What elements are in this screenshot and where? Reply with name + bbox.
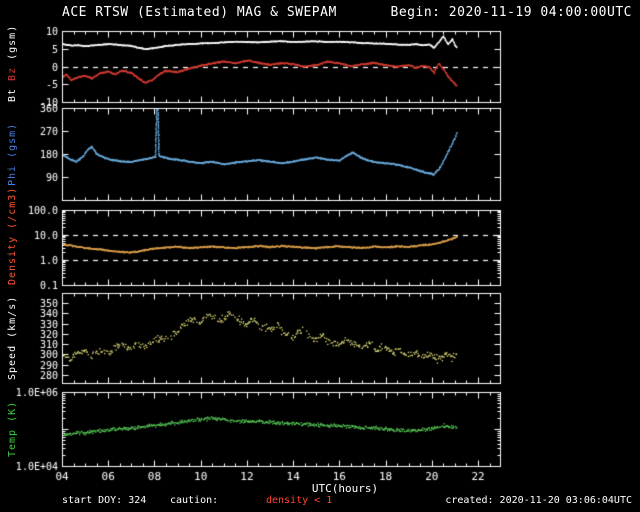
ylabel-part: Temp (K) bbox=[7, 400, 18, 458]
ylabel-part: Phi (gsm) bbox=[7, 122, 18, 186]
begin-timestamp: Begin: 2020-11-19 04:00:00UTC bbox=[390, 5, 632, 20]
start-doy-label: start DOY: 324 bbox=[62, 495, 147, 506]
density-warning: density < 1 bbox=[266, 495, 333, 506]
ylabel-part: Density (/cm3) bbox=[7, 186, 18, 285]
created-timestamp: created: 2020-11-20 03:06:04UTC bbox=[445, 495, 632, 506]
page-title: ACE RTSW (Estimated) MAG & SWEPAM bbox=[62, 5, 337, 20]
y-axis-label-temp: Temp (K) bbox=[4, 392, 22, 466]
y-axis-label-density: Density (/cm3) bbox=[4, 187, 22, 285]
ylabel-part: Speed (km/s) bbox=[7, 295, 18, 381]
y-axis-label-speed: Speed (km/s) bbox=[4, 293, 22, 383]
y-axis-label-bt-bz: Bt Bz (gsm) bbox=[4, 25, 22, 102]
ylabel-part: Bt bbox=[7, 80, 18, 102]
x-axis-label: UTC(hours) bbox=[311, 482, 379, 495]
ylabel-part: (gsm) bbox=[7, 24, 18, 60]
ylabel-part: Bz bbox=[7, 59, 18, 81]
caution-label: caution: bbox=[170, 495, 219, 506]
